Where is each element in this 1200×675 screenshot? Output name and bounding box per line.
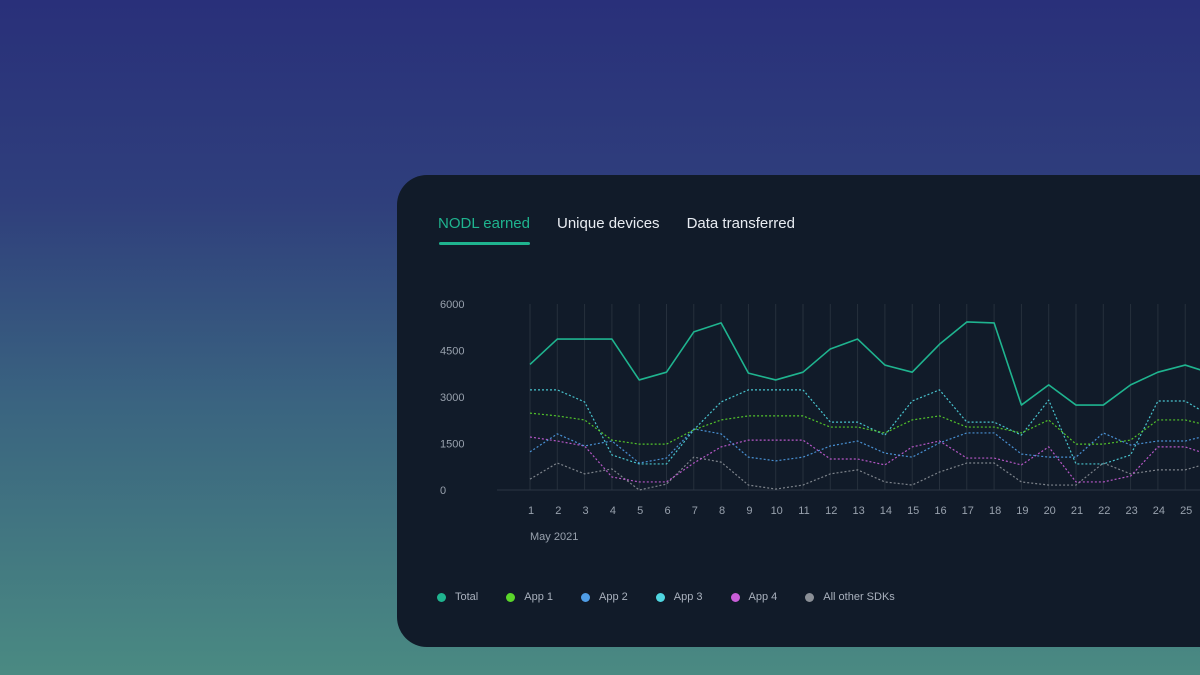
x-tick-label: 16 xyxy=(934,505,946,517)
x-tick-label: 18 xyxy=(989,505,1001,517)
legend-dot-icon xyxy=(437,592,446,602)
legend-dot-icon xyxy=(730,592,740,602)
legend-label: App 4 xyxy=(748,591,778,603)
legend-label: App 1 xyxy=(524,591,553,603)
legend-label: App 2 xyxy=(599,591,628,603)
x-tick-label: 1 xyxy=(528,505,534,517)
series-line-app-3 xyxy=(530,389,1200,465)
x-tick-label: 6 xyxy=(664,505,670,517)
x-tick-label: 8 xyxy=(719,505,725,517)
legend-item[interactable]: App 4 xyxy=(730,591,778,603)
series-line-app-2 xyxy=(529,428,1200,464)
x-tick-label: 24 xyxy=(1153,505,1165,517)
series-line-app-1 xyxy=(529,412,1200,445)
legend-label: Total xyxy=(455,591,479,603)
x-axis-label: May 2021 xyxy=(530,531,578,543)
legend-item[interactable]: Total xyxy=(437,591,478,603)
legend-label: All other SDKs xyxy=(823,591,895,603)
x-tick-label: 5 xyxy=(637,505,643,517)
x-tick-label: 10 xyxy=(771,505,783,517)
x-tick-label: 3 xyxy=(583,505,589,517)
x-tick-label: 21 xyxy=(1071,505,1083,517)
y-tick-label: 6000 xyxy=(440,299,464,311)
chart-legend: Total App 1 App 2 App 3 App 4 All other SDKs xyxy=(437,591,923,603)
x-tick-label: 2 xyxy=(555,505,561,517)
legend-item[interactable]: App 2 xyxy=(581,591,628,603)
y-tick-label: 1500 xyxy=(440,439,464,451)
legend-dot-icon xyxy=(581,592,590,602)
x-tick-label: 17 xyxy=(962,505,974,517)
x-tick-label: 13 xyxy=(852,505,864,517)
legend-dot-icon xyxy=(655,592,665,602)
series-group xyxy=(529,321,1200,491)
legend-item[interactable]: All other SDKs xyxy=(805,591,895,603)
legend-dot-icon xyxy=(506,592,516,602)
chart-card: NODL earned Unique devices Data transfer… xyxy=(397,175,1200,647)
y-tick-label: 3000 xyxy=(440,392,464,404)
tab-data-transferred[interactable]: Data transferred xyxy=(686,215,795,232)
x-tick-label: 20 xyxy=(1044,505,1056,517)
legend-dot-icon xyxy=(805,592,815,602)
y-tick-label: 0 xyxy=(440,485,446,497)
x-tick-label: 7 xyxy=(692,505,698,517)
x-tick-label: 23 xyxy=(1125,505,1137,517)
x-tick-label: 22 xyxy=(1098,505,1110,517)
tab-bar: NODL earned Unique devices Data transfer… xyxy=(438,215,795,245)
x-tick-label: 25 xyxy=(1180,505,1192,517)
legend-item[interactable]: App 1 xyxy=(506,591,553,603)
series-line-all-other-sdks xyxy=(529,456,1200,491)
x-tick-label: 19 xyxy=(1016,505,1028,517)
series-line-app-4 xyxy=(529,436,1200,483)
line-chart: 1 2 3 4 5 6 7 8 9 10 11 12 13 14 15 16 17 18 19 20 21 22 23 24 2… xyxy=(440,299,1200,543)
x-tick-label: 12 xyxy=(825,505,837,517)
x-tick-label: 15 xyxy=(907,505,919,517)
y-tick-label: 4500 xyxy=(440,346,464,358)
tab-unique-devices[interactable]: Unique devices xyxy=(557,215,660,232)
legend-label: App 3 xyxy=(673,591,703,603)
x-tick-label: 9 xyxy=(746,505,752,517)
x-tick-label: 14 xyxy=(880,505,892,517)
x-tick-label: 4 xyxy=(610,505,616,517)
tab-nodl-earned[interactable]: NODL earned xyxy=(438,215,530,245)
x-tick-label: 11 xyxy=(798,505,809,517)
series-line-total xyxy=(529,321,1200,406)
legend-item[interactable]: App 3 xyxy=(655,591,703,603)
